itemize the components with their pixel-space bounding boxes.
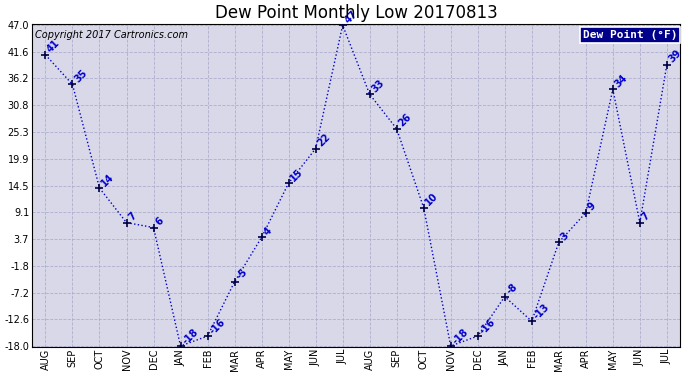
Text: 35: 35	[72, 68, 89, 84]
Text: 7: 7	[640, 211, 651, 223]
Text: -18: -18	[181, 326, 200, 346]
Text: 6: 6	[153, 216, 166, 228]
Text: 7: 7	[126, 211, 139, 223]
Text: -5: -5	[235, 267, 249, 282]
Text: 10: 10	[424, 191, 440, 208]
Text: Dew Point (°F): Dew Point (°F)	[582, 30, 677, 40]
Text: Copyright 2017 Cartronics.com: Copyright 2017 Cartronics.com	[35, 30, 188, 40]
Text: 26: 26	[397, 112, 413, 129]
Text: 22: 22	[315, 132, 333, 148]
Text: 3: 3	[559, 231, 571, 242]
Text: -13: -13	[532, 302, 551, 321]
Text: 47: 47	[343, 9, 359, 25]
Text: -16: -16	[208, 316, 227, 336]
Text: 39: 39	[667, 48, 684, 64]
Text: -18: -18	[451, 326, 471, 346]
Text: 9: 9	[586, 201, 598, 213]
Text: 34: 34	[613, 73, 629, 89]
Text: 14: 14	[99, 171, 116, 188]
Text: 4: 4	[262, 225, 273, 237]
Title: Dew Point Monthly Low 20170813: Dew Point Monthly Low 20170813	[215, 4, 497, 22]
Text: 41: 41	[46, 38, 62, 55]
Text: 15: 15	[288, 166, 305, 183]
Text: 33: 33	[370, 78, 386, 94]
Text: -16: -16	[477, 316, 497, 336]
Text: -8: -8	[505, 282, 520, 297]
